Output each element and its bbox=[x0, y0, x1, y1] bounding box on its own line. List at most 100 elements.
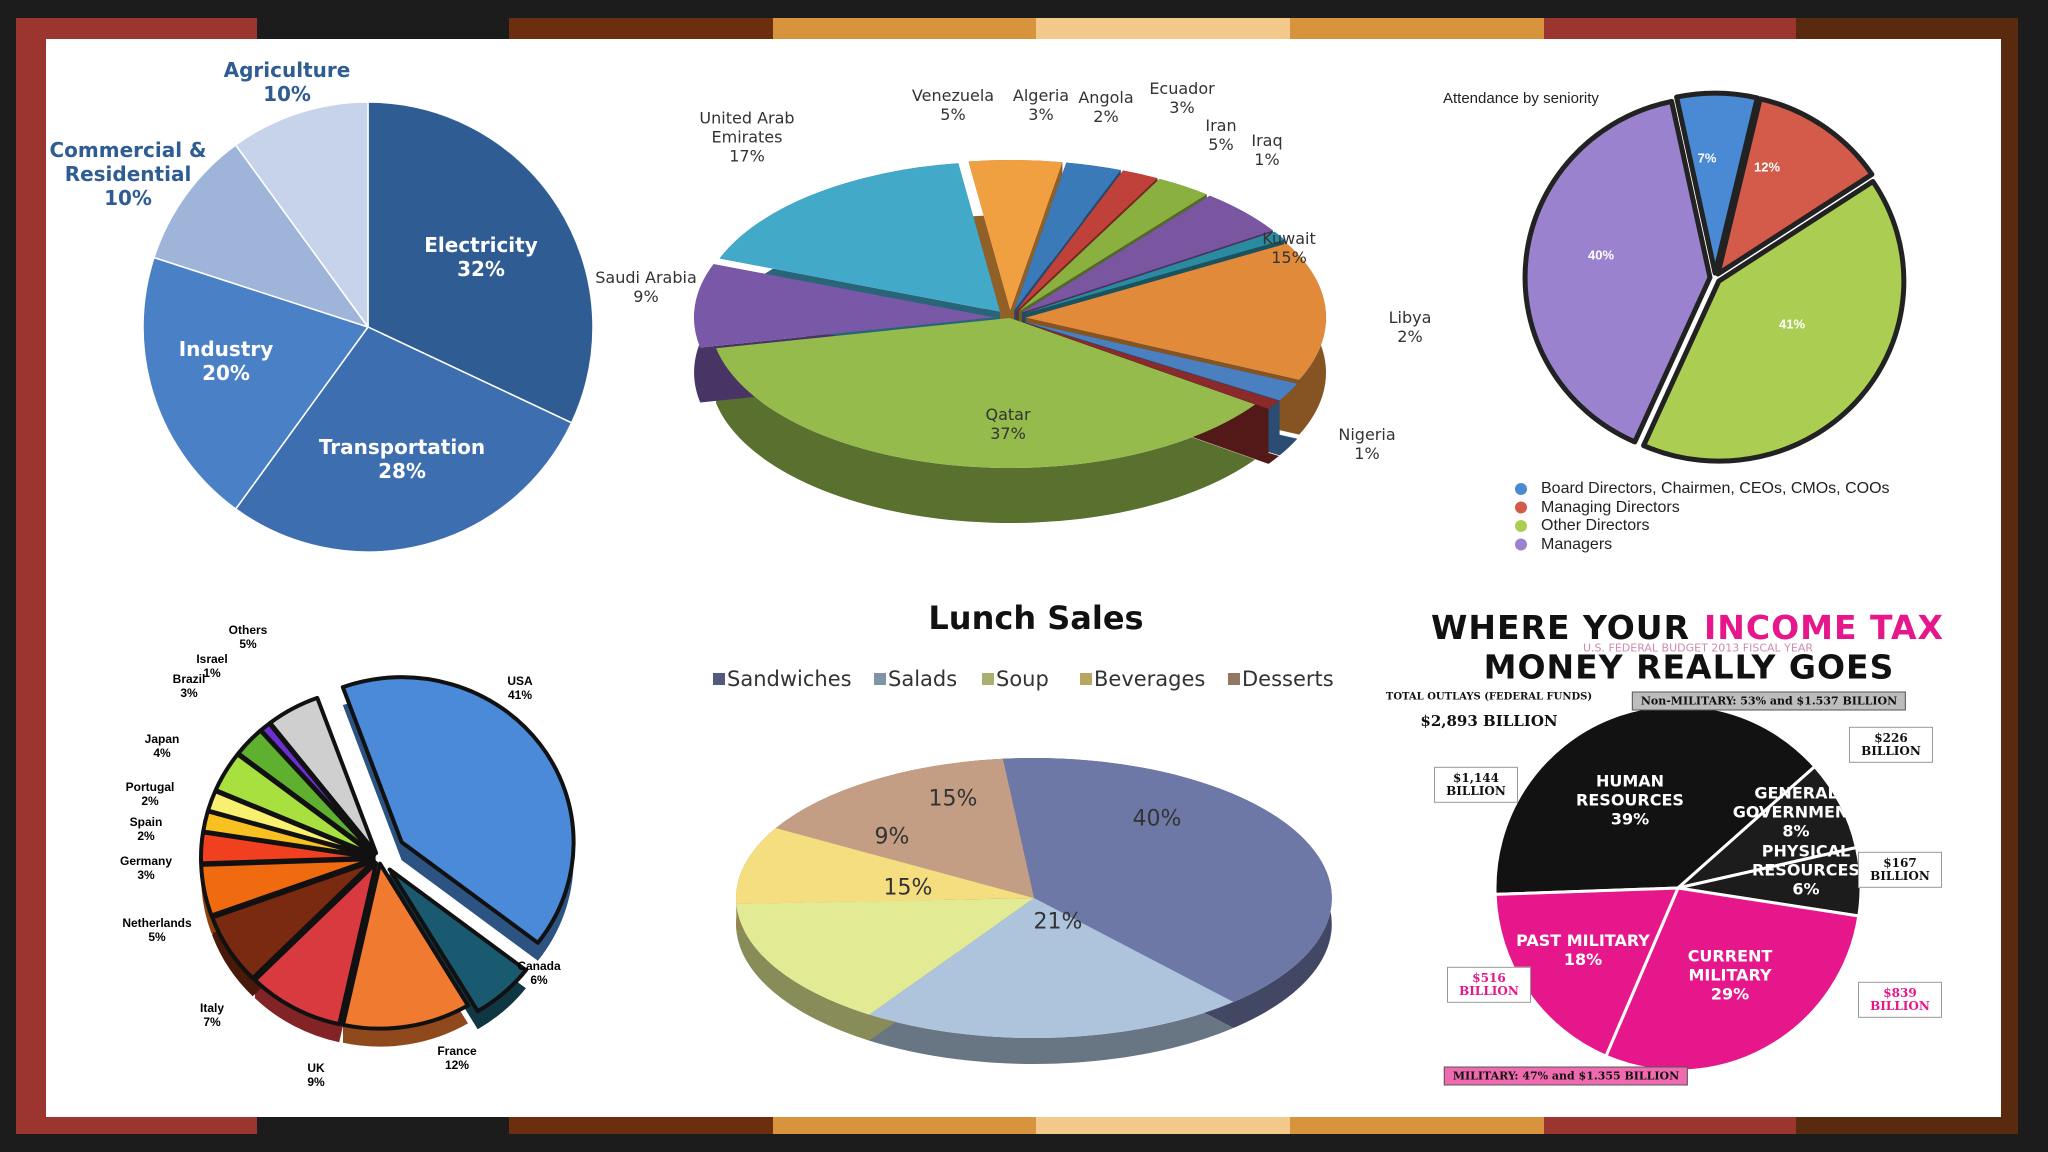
slice-label: 21% bbox=[1028, 910, 1088, 935]
legend-entry: Managers bbox=[1541, 535, 1613, 553]
slice bbox=[340, 675, 576, 945]
value-label: 12% bbox=[444, 1058, 470, 1072]
value-label: 2% bbox=[1093, 107, 1119, 126]
annotation: TOTAL OUTLAYS (FEDERAL FUNDS) bbox=[1385, 691, 1593, 703]
slice-label: Israel 1% bbox=[167, 652, 257, 680]
slice bbox=[1493, 703, 1817, 896]
slice-label: 15% bbox=[923, 787, 983, 812]
category-label: Angola bbox=[1078, 88, 1134, 107]
slice-label: Canada 6% bbox=[494, 959, 584, 987]
category-label: Nigeria bbox=[1338, 425, 1396, 444]
value-label: 1% bbox=[1254, 150, 1280, 169]
slice bbox=[775, 758, 1034, 898]
category-label: Portugal bbox=[125, 780, 175, 794]
value-label: 7% bbox=[203, 1015, 221, 1029]
slice-label: UK 9% bbox=[271, 1061, 361, 1089]
slice bbox=[968, 160, 1063, 310]
category-label: United Arab Emirates bbox=[699, 108, 795, 147]
value-label: 9% bbox=[633, 287, 659, 306]
slice bbox=[716, 318, 1256, 469]
legend-entry: Sandwiches bbox=[727, 667, 852, 691]
legend-entry: Salads bbox=[888, 667, 958, 691]
slice bbox=[234, 101, 369, 328]
slice-label: France 12% bbox=[412, 1044, 502, 1072]
slice-label: 12% bbox=[1737, 160, 1797, 175]
slice-label: Saudi Arabia 9% bbox=[586, 268, 706, 306]
category-label: Italy bbox=[199, 1001, 224, 1015]
slice-label: Italy 7% bbox=[167, 1001, 257, 1029]
slice-label: Others 5% bbox=[203, 623, 293, 651]
value-label: 9% bbox=[874, 824, 910, 850]
slice-label: Portugal 2% bbox=[105, 780, 195, 808]
slice bbox=[719, 163, 1000, 312]
slice bbox=[736, 828, 1034, 904]
slice bbox=[142, 256, 369, 510]
slice-label: Iraq 1% bbox=[1207, 131, 1327, 169]
value-label: 40% bbox=[1587, 247, 1615, 263]
slice-label: Qatar 37% bbox=[948, 405, 1068, 443]
legend-marker bbox=[1515, 483, 1527, 495]
category-label: CURRENT MILITARY bbox=[1687, 946, 1773, 985]
value-label: 41% bbox=[1778, 316, 1806, 332]
slice bbox=[1018, 178, 1207, 312]
slice bbox=[869, 898, 1234, 1038]
slice bbox=[1522, 98, 1713, 445]
slice-label: HUMAN RESOURCES 39% bbox=[1555, 772, 1705, 829]
value-label: 3% bbox=[1028, 105, 1054, 124]
category-label: Canada bbox=[517, 959, 561, 973]
slice-label: Netherlands 5% bbox=[112, 916, 202, 944]
value-label: 2% bbox=[137, 829, 155, 843]
annotation: Non-MILITARY: 53% and $1.537 BILLION bbox=[1631, 691, 1907, 711]
legend-entry: Managing Directors bbox=[1541, 498, 1680, 516]
slice bbox=[1026, 243, 1326, 380]
category-label: Germany bbox=[119, 854, 173, 868]
category-label: GENERAL GOVERNMENT bbox=[1732, 783, 1860, 822]
value-label: 3% bbox=[1169, 98, 1195, 117]
slice-label: 15% bbox=[878, 876, 938, 901]
value-label: 39% bbox=[1610, 809, 1650, 829]
legend-marker bbox=[1228, 673, 1240, 685]
value-label: 2% bbox=[1397, 327, 1423, 346]
slice bbox=[1002, 758, 1332, 1002]
annotation: $2,893 BILLION bbox=[1420, 712, 1558, 730]
value-label: 5% bbox=[1208, 135, 1234, 154]
slice-label: PHYSICAL RESOURCES 6% bbox=[1731, 842, 1881, 899]
category-label: Iran bbox=[1205, 116, 1237, 135]
legend-entry: Soup bbox=[996, 667, 1049, 691]
slice bbox=[1023, 322, 1279, 409]
slice bbox=[1021, 195, 1273, 313]
annotation: $167 BILLION bbox=[1858, 851, 1942, 889]
value-label: 1% bbox=[203, 666, 221, 680]
slice-label: Agriculture 10% bbox=[200, 58, 375, 106]
category-label: Ecuador bbox=[1149, 79, 1215, 98]
category-label: UK bbox=[307, 1061, 325, 1075]
slice-label: PAST MILITARY 18% bbox=[1508, 931, 1658, 969]
legend-marker bbox=[982, 673, 994, 685]
slice-label: 9% bbox=[862, 825, 922, 850]
category-label: Israel bbox=[196, 652, 228, 666]
slice bbox=[367, 101, 594, 424]
category-label: Spain bbox=[129, 815, 163, 829]
slice-label: Transportation 28% bbox=[315, 435, 490, 483]
value-label: 17% bbox=[729, 146, 765, 166]
category-label: Electricity bbox=[424, 233, 538, 257]
annotation: MILITARY: 47% and $1.355 BILLION bbox=[1443, 1066, 1689, 1086]
category-label: Brazil bbox=[172, 672, 206, 686]
chart-subtitle: U.S. FEDERAL BUDGET 2013 FISCAL YEAR bbox=[1582, 641, 1814, 655]
frame-band bbox=[16, 18, 46, 1134]
value-label: 5% bbox=[940, 105, 966, 124]
legend-marker bbox=[1515, 538, 1527, 551]
slice-label: GENERAL GOVERNMENT 8% bbox=[1721, 784, 1871, 841]
category-label: PAST MILITARY bbox=[1516, 931, 1650, 950]
legend-marker bbox=[713, 673, 725, 685]
legend-marker bbox=[1080, 673, 1092, 685]
value-label: 4% bbox=[153, 746, 171, 760]
value-label: 7% bbox=[1697, 150, 1717, 166]
value-label: 8% bbox=[1782, 821, 1810, 841]
slice-label: Angola 2% bbox=[1046, 88, 1166, 126]
category-label: France bbox=[437, 1044, 477, 1058]
category-label: Algeria bbox=[1012, 86, 1070, 105]
annotation: $516 BILLION bbox=[1447, 966, 1531, 1004]
